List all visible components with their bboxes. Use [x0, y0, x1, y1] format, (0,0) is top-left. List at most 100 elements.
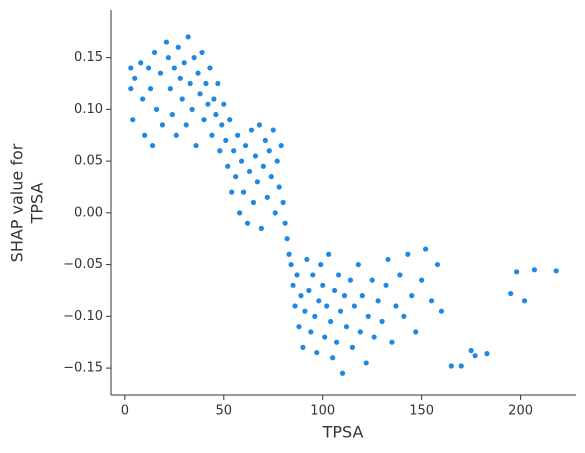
- y-axis-label: TPSA: [28, 183, 47, 225]
- point: [201, 117, 207, 123]
- point: [508, 290, 514, 297]
- point: [199, 49, 205, 56]
- point: [248, 127, 255, 133]
- point: [286, 251, 292, 257]
- point: [521, 298, 528, 304]
- y-tick-label: 0.05: [74, 154, 103, 169]
- y-tick-label: −0.10: [63, 309, 103, 324]
- x-tick-label: 200: [508, 404, 533, 419]
- point: [177, 75, 183, 81]
- point: [270, 127, 276, 133]
- point: [438, 308, 445, 314]
- x-tick-label: 100: [310, 404, 335, 419]
- point: [468, 347, 474, 354]
- point: [448, 363, 454, 369]
- y-tick-label: −0.15: [63, 361, 103, 376]
- point: [278, 142, 284, 149]
- point: [149, 142, 156, 149]
- point: [339, 370, 346, 376]
- point: [153, 106, 160, 112]
- point: [322, 334, 328, 340]
- point: [341, 293, 348, 299]
- point: [359, 293, 365, 299]
- y-tick-label: 0.10: [74, 102, 103, 117]
- point: [328, 318, 334, 325]
- point: [363, 360, 369, 366]
- point: [260, 163, 266, 169]
- point: [165, 55, 171, 61]
- point: [223, 137, 229, 144]
- point: [235, 132, 241, 138]
- point: [231, 148, 237, 154]
- point: [238, 158, 245, 164]
- point: [397, 272, 403, 278]
- point: [242, 142, 249, 149]
- x-tick-label: 0: [121, 404, 129, 419]
- point: [314, 349, 320, 356]
- point: [349, 344, 356, 350]
- point: [553, 268, 559, 274]
- point: [147, 86, 154, 92]
- point: [312, 313, 318, 319]
- point: [355, 261, 361, 268]
- point: [163, 39, 170, 45]
- point: [157, 70, 164, 76]
- point: [130, 117, 136, 123]
- point: [280, 199, 286, 206]
- point: [385, 256, 391, 263]
- point: [330, 355, 336, 361]
- point: [145, 65, 152, 71]
- point: [213, 111, 219, 118]
- point: [159, 122, 166, 128]
- point: [256, 122, 263, 128]
- x-axis-label: TPSA: [322, 423, 364, 442]
- point: [195, 70, 201, 76]
- point: [215, 80, 221, 87]
- point: [337, 308, 344, 314]
- y-tick-label: 0.00: [74, 205, 103, 220]
- point: [227, 117, 233, 123]
- point: [290, 282, 296, 288]
- point: [409, 293, 415, 299]
- point: [191, 55, 197, 61]
- point: [193, 142, 199, 149]
- point: [320, 282, 326, 288]
- point: [244, 220, 251, 226]
- point: [250, 199, 257, 206]
- point: [531, 267, 538, 273]
- point: [308, 329, 314, 335]
- point: [183, 122, 189, 128]
- point: [347, 277, 354, 283]
- point: [140, 96, 146, 102]
- point: [310, 272, 316, 278]
- point: [264, 194, 270, 200]
- point: [217, 148, 223, 154]
- point: [365, 313, 371, 319]
- point: [335, 272, 342, 278]
- point: [389, 339, 395, 345]
- point: [282, 220, 288, 226]
- y-tick-label: 0.15: [74, 50, 103, 65]
- point: [357, 329, 363, 335]
- point: [151, 49, 158, 56]
- point: [219, 122, 225, 128]
- point: [181, 60, 187, 66]
- point: [351, 303, 357, 309]
- point: [128, 86, 134, 92]
- point: [514, 269, 520, 275]
- point: [221, 101, 227, 107]
- point: [302, 308, 308, 314]
- y-tick-label: −0.05: [63, 257, 103, 272]
- point: [173, 132, 179, 138]
- point: [413, 329, 419, 335]
- point: [211, 96, 217, 102]
- point: [333, 339, 340, 345]
- point: [383, 282, 389, 288]
- point: [298, 293, 304, 299]
- point: [268, 174, 274, 180]
- point: [197, 91, 203, 97]
- point: [209, 132, 215, 138]
- point: [229, 189, 235, 195]
- point: [292, 303, 298, 309]
